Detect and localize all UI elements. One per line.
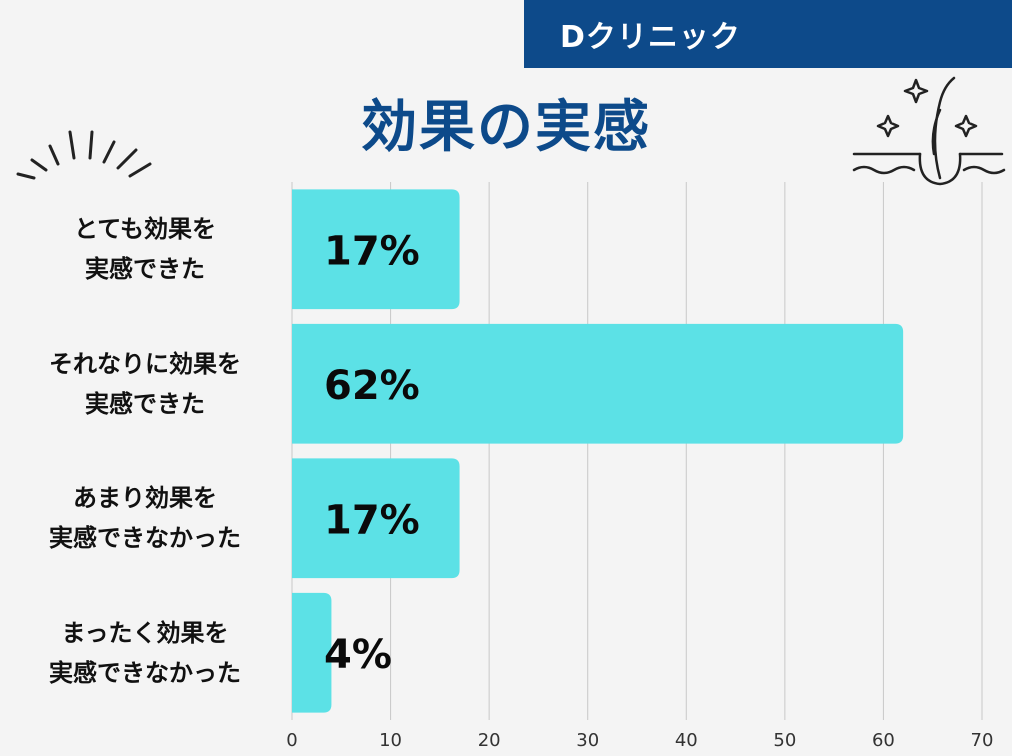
bar-data-label: 17% [324,228,420,274]
x-tick-label: 70 [971,730,994,751]
x-tick-label: 20 [478,730,501,751]
x-tick-label: 0 [286,730,297,751]
bar-data-label: 17% [324,497,420,543]
brand-label: Dクリニック [560,20,741,55]
bar [292,458,460,579]
category-label: あまり効果を 実感できなかった [49,484,241,553]
bar [292,189,460,310]
category-label: まったく効果を 実感できなかった [49,618,241,687]
category-label: とても効果を 実感できた [73,215,217,284]
page-title: 効果の実感 [361,95,651,160]
x-tick-label: 40 [675,730,698,751]
category-label: それなりに効果を 実感できた [49,349,241,418]
bar [292,323,904,444]
x-tick-label: 30 [576,730,599,751]
sparkle-burst-icon [16,130,152,180]
bar [292,592,332,713]
x-tick-label: 50 [773,730,796,751]
hair-follicle-sparkle-icon [852,76,1006,186]
x-tick-label: 10 [379,730,402,751]
x-tick-label: 60 [872,730,895,751]
bar-data-label: 4% [324,632,392,678]
bar-data-label: 62% [324,363,420,409]
brand-banner: Dクリニック [524,0,1012,68]
